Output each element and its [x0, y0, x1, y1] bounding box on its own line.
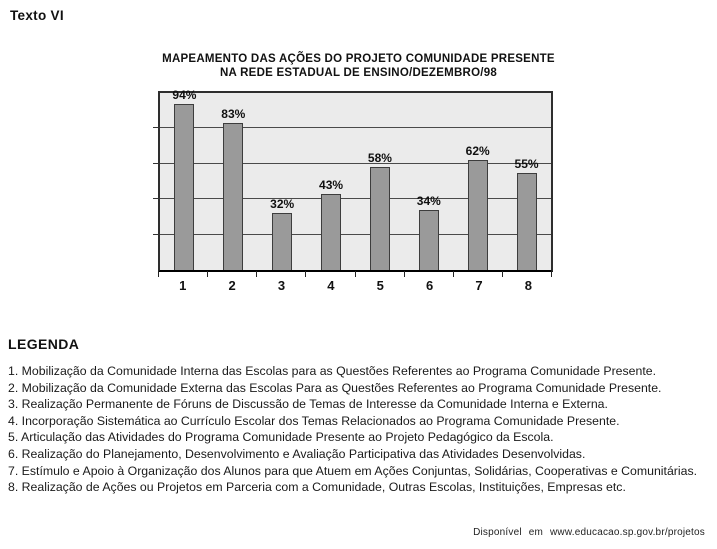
gridline [160, 127, 551, 129]
gridline [160, 233, 551, 235]
bar-slot: 55% [502, 93, 551, 270]
source-note: Disponível em www.educacao.sp.gov.br/pro… [473, 527, 705, 538]
legend-list: 1. Mobilização da Comunidade Interna das… [8, 363, 714, 496]
gridline [160, 162, 551, 164]
x-axis-tick [551, 271, 552, 277]
x-axis-tick [305, 271, 307, 277]
plot-area: 94% 83% 32% 43% 58% 34% [153, 88, 553, 272]
bar-value-label: 83% [221, 107, 246, 122]
bar [467, 160, 488, 270]
bar-value-label: 43% [319, 177, 344, 192]
x-axis-tick [207, 271, 209, 277]
chart-title-line2: NA REDE ESTADUAL DE ENSINO/DEZEMBRO/98 [219, 67, 497, 79]
x-axis-label: 4 [327, 278, 335, 293]
chart-title-line1: MAPEAMENTO DAS AÇÕES DO PROJETO COMUNIDA… [162, 53, 555, 65]
bar-value-label: 62% [465, 144, 490, 159]
x-axis-label: 3 [277, 278, 286, 293]
y-axis-tick [153, 233, 160, 235]
x-axis-label: 6 [425, 278, 434, 293]
bar-value-label: 32% [270, 197, 295, 212]
x-axis-label: 7 [475, 278, 483, 293]
x-axis-tick [403, 271, 405, 277]
bar-slot: 62% [453, 93, 502, 270]
x-axis-tick [354, 271, 356, 277]
legend-item: 4. Incorporação Sistemática ao Currículo… [8, 413, 620, 428]
bar [516, 172, 537, 270]
x-axis-ticks [158, 271, 552, 277]
legend-item: 1. Mobilização da Comunidade Interna das… [8, 364, 657, 378]
bar [272, 213, 293, 270]
bar [223, 123, 244, 270]
bar-value-label: 58% [367, 151, 392, 166]
x-axis-label: 5 [376, 278, 384, 293]
bar-slot: 58% [356, 93, 405, 270]
x-axis-tick [256, 271, 258, 277]
bar [418, 209, 439, 270]
bar-slot: 34% [404, 93, 453, 270]
bar [174, 103, 195, 270]
x-axis-tick [158, 271, 159, 277]
x-axis-label: 1 [179, 278, 187, 293]
bar-value-label: 94% [172, 87, 197, 102]
y-axis-tick [153, 162, 160, 164]
x-axis-tick [452, 271, 454, 277]
bar-slot: 94% [160, 88, 209, 270]
legend-item: 6. Realização do Planejamento, Desenvolv… [8, 446, 586, 461]
bars-container: 94% 83% 32% 43% 58% 34% [160, 88, 551, 270]
legend-item: 5. Articulação das Atividades do Program… [8, 430, 554, 445]
chart-title: MAPEAMENTO DAS AÇÕES DO PROJETO COMUNIDA… [0, 52, 717, 80]
x-axis-label: 8 [524, 278, 532, 293]
x-axis-labels: 1 2 3 4 5 6 7 8 [158, 278, 553, 293]
bar-slot: 43% [307, 93, 356, 270]
x-axis-tick [501, 271, 503, 277]
y-axis-tick [153, 198, 160, 200]
legend-item: 3. Realização Permanente de Fóruns de Di… [8, 397, 608, 412]
legend-item: 2. Mobilização da Comunidade Externa das… [8, 380, 662, 395]
page-label: Texto VI [10, 8, 64, 23]
legend-item: 7. Estímulo e Apoio à Organização dos Al… [8, 463, 698, 478]
bar-slot: 32% [258, 93, 307, 270]
x-axis-label: 2 [228, 278, 236, 293]
legend-item: 8. Realização de Ações ou Projetos em Pa… [8, 480, 626, 495]
gridline [160, 198, 551, 200]
bar [369, 167, 390, 270]
bar-value-label: 34% [416, 193, 441, 208]
bar [321, 193, 342, 270]
legend-heading: LEGENDA [8, 336, 80, 352]
bar-value-label: 55% [514, 156, 539, 171]
y-axis-tick [153, 127, 160, 129]
bar-slot: 83% [209, 93, 258, 270]
